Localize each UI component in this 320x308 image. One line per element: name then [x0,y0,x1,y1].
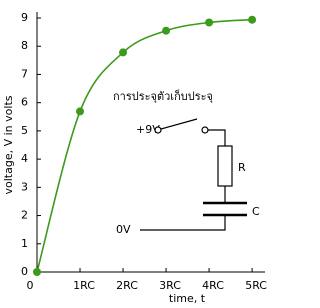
supply-label: +9V [136,123,160,136]
diagram-title: การประจุตัวเก็บประจุ [113,89,213,103]
x-tick-label: 1RC [73,279,95,292]
capacitor-label: C [252,205,260,218]
ground-label: 0V [116,223,131,236]
y-tick-label: 0 [21,265,28,278]
x-tick-label: 2RC [116,279,138,292]
y-axis-label: voltage, V in volts [2,95,15,194]
data-point [162,26,171,35]
y-tick-label: 5 [21,124,28,137]
data-point [33,268,41,276]
y-tick-label: 6 [21,96,28,109]
x-tick-label: 4RC [202,279,224,292]
wire [140,215,226,231]
x-tick-label: 5RC [245,279,267,292]
data-point [248,15,257,24]
y-tick-label: 2 [21,209,28,222]
switch-terminal [201,126,209,134]
y-tick-label: 8 [21,39,28,52]
switch-terminal [154,126,162,134]
y-tick-label: 7 [21,67,28,80]
x-axis-label: time, t [169,292,206,305]
resistor [217,145,233,187]
data-point [205,18,214,27]
data-point [119,48,128,57]
circuit-diagram: การประจุตัวเก็บประจุ +9V R C 0V [113,89,260,236]
wire [208,129,226,146]
y-tick-label: 3 [21,180,28,193]
chart: การประจุตัวเก็บประจุ +9V R C 0V 0 1 2 3 4 5 6 7… [2,11,267,305]
x-tick-label: 0 [27,279,34,292]
y-tick-label: 1 [21,237,28,250]
y-tick-label: 9 [21,11,28,24]
y-tick-label: 4 [21,152,28,165]
x-tick-label: 3RC [159,279,181,292]
resistor-label: R [238,161,246,174]
switch-arm [160,118,198,130]
data-point [76,107,85,116]
